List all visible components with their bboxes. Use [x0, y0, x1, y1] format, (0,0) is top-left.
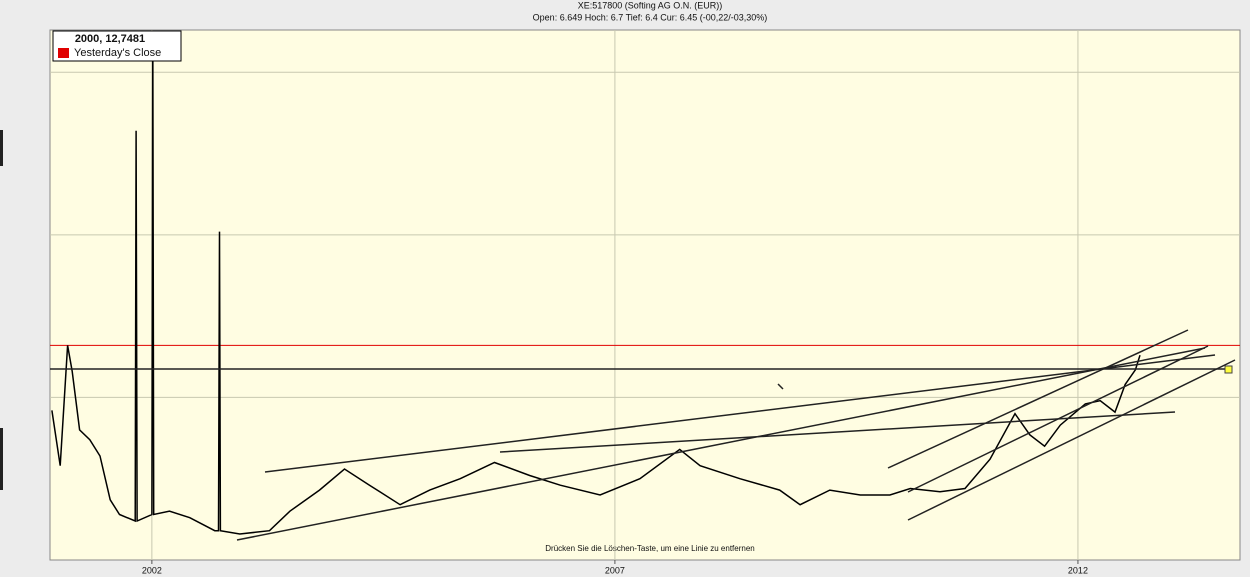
price-line [51, 33, 1141, 535]
trend-line [907, 359, 1236, 521]
stray-mark [777, 383, 784, 390]
edge-mark [0, 428, 3, 490]
trend-line [907, 345, 1209, 493]
trend-line [236, 347, 1206, 541]
tooltip-frame [52, 30, 182, 62]
x-tick-label: 2012 [1068, 565, 1088, 575]
chart-subtitle: Open: 6.649 Hoch: 6.7 Tief: 6.4 Cur: 6.4… [533, 12, 768, 22]
tooltip-box: 2000, 12,7481 Yesterday's Close [52, 30, 182, 62]
handle [1224, 365, 1233, 374]
trend-lines [50, 329, 1236, 541]
chart-title: XE:517800 (Softing AG O.N. (EUR)) [578, 0, 723, 10]
plot-area [49, 29, 1241, 561]
trend-line [887, 329, 1189, 469]
edge-mark [0, 130, 3, 166]
trend-line [264, 354, 1216, 473]
x-tick-label: 2007 [605, 565, 625, 575]
legend-label: Yesterday's Close [74, 47, 161, 59]
x-tick-label: 2002 [142, 565, 162, 575]
trend-line [499, 411, 1176, 453]
legend-swatch [58, 48, 69, 58]
hint: Drücken Sie die Löschen-Taste, um eine L… [545, 544, 754, 553]
tooltip: 2000, 12,7481 [75, 33, 145, 45]
